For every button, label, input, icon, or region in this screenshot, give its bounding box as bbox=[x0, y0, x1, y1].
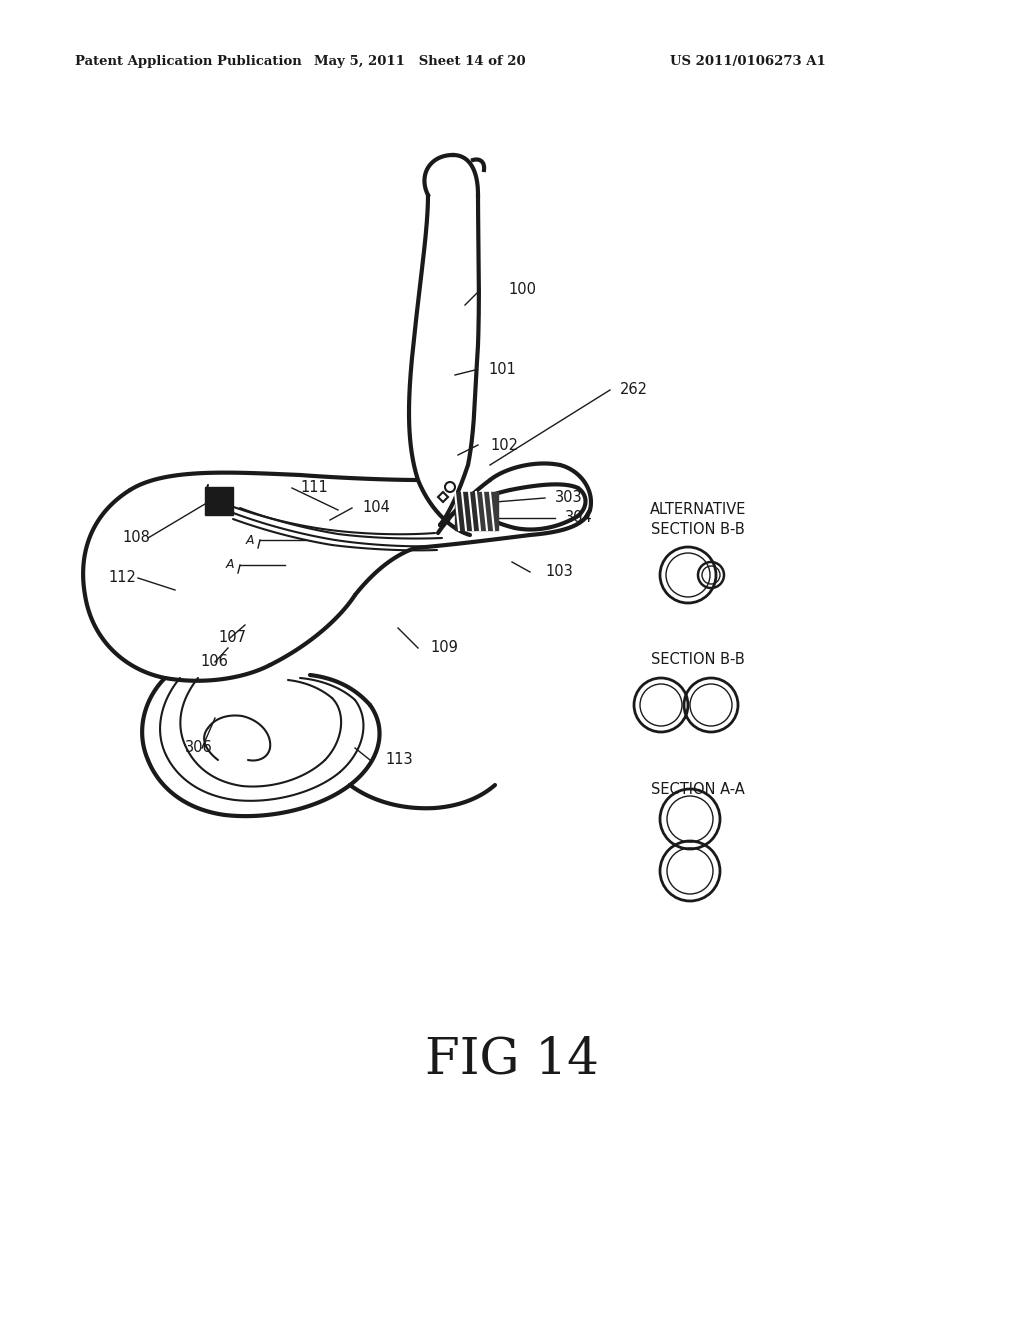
Text: 104: 104 bbox=[362, 500, 390, 516]
Text: A: A bbox=[225, 558, 234, 572]
Text: SECTION B-B: SECTION B-B bbox=[651, 652, 744, 668]
Text: 113: 113 bbox=[385, 752, 413, 767]
Text: 303: 303 bbox=[555, 491, 583, 506]
Text: 101: 101 bbox=[488, 363, 516, 378]
Text: May 5, 2011   Sheet 14 of 20: May 5, 2011 Sheet 14 of 20 bbox=[314, 55, 525, 69]
FancyBboxPatch shape bbox=[455, 492, 477, 531]
Text: 102: 102 bbox=[490, 437, 518, 453]
Text: 262: 262 bbox=[620, 383, 648, 397]
Text: 109: 109 bbox=[430, 640, 458, 656]
Text: US 2011/0106273 A1: US 2011/0106273 A1 bbox=[670, 55, 825, 69]
Text: 112: 112 bbox=[108, 570, 136, 586]
Text: SECTION B-B: SECTION B-B bbox=[651, 523, 744, 537]
Text: 111: 111 bbox=[300, 480, 328, 495]
Text: 108: 108 bbox=[122, 531, 150, 545]
Text: 103: 103 bbox=[545, 565, 572, 579]
Text: 304: 304 bbox=[565, 511, 593, 525]
Text: 306: 306 bbox=[185, 741, 213, 755]
FancyBboxPatch shape bbox=[205, 487, 233, 515]
Text: ALTERNATIVE: ALTERNATIVE bbox=[650, 503, 746, 517]
FancyBboxPatch shape bbox=[478, 492, 498, 531]
Text: A: A bbox=[246, 533, 254, 546]
Text: FIG 14: FIG 14 bbox=[425, 1035, 599, 1085]
Text: 100: 100 bbox=[508, 282, 536, 297]
Text: SECTION A-A: SECTION A-A bbox=[651, 783, 744, 797]
Text: 106: 106 bbox=[200, 655, 228, 669]
Text: 107: 107 bbox=[218, 631, 246, 645]
Circle shape bbox=[445, 482, 455, 492]
Text: Patent Application Publication: Patent Application Publication bbox=[75, 55, 302, 69]
